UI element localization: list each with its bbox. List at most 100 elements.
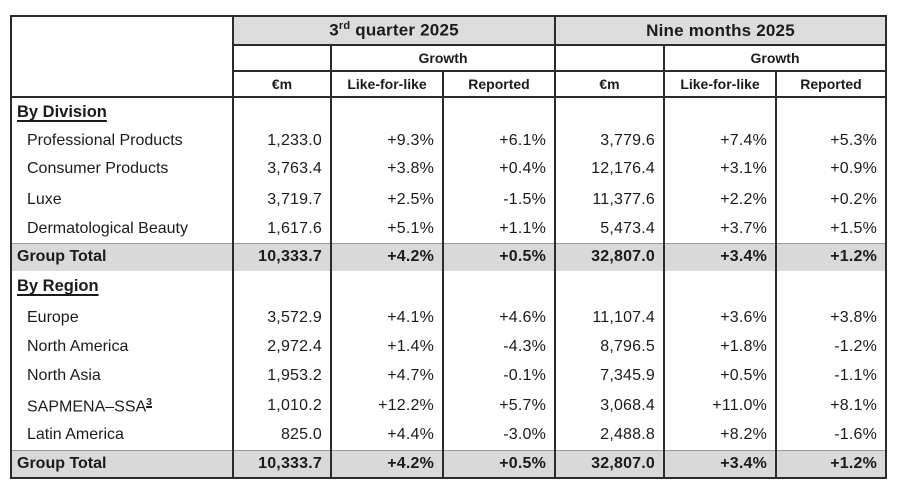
nm-lfl-value: +3.1% <box>663 154 777 184</box>
nm-reported-value: +1.5% <box>775 215 887 243</box>
q3-lfl-value: +4.1% <box>330 302 443 333</box>
section-title-by-division: By Division <box>11 97 233 127</box>
empty-cell <box>663 97 777 127</box>
q3-ordinal: rd <box>338 20 351 33</box>
period-header-row: 3rd quarter 2025 Nine months 2025 <box>11 16 887 98</box>
q3-reported-value: +1.1% <box>441 215 556 243</box>
nm-em-value: 3,068.4 <box>554 391 665 421</box>
column-header-row: €m Like-for-like Reported €m Like-for-li… <box>11 71 887 98</box>
nm-em-spacer-cell <box>554 45 665 72</box>
row-label: Luxe <box>27 190 62 208</box>
table-row-north-asia: North Asia 1,953.2 +4.7% -0.1% 7,345.9 +… <box>11 361 887 391</box>
nm-lfl-value: +1.8% <box>663 333 777 361</box>
nm-em-total: 32,807.0 <box>554 449 665 478</box>
q3-reported-value: +4.6% <box>441 302 556 333</box>
total-row-division: Group Total 10,333.7 +4.2% +0.5% 32,807.… <box>11 242 887 271</box>
q3-reported-total: +0.5% <box>441 242 556 271</box>
row-label: Professional Products <box>27 131 183 149</box>
growth-header-row: Growth Growth <box>11 45 887 72</box>
q3-growth-header: Growth <box>329 45 556 72</box>
empty-cell <box>232 271 331 302</box>
footnote-marker: 3 <box>146 395 152 408</box>
empty-cell <box>232 97 331 127</box>
nm-reported-value: +3.8% <box>775 302 887 333</box>
nm-em-value: 12,176.4 <box>554 154 665 184</box>
nm-em-value: 7,345.9 <box>554 361 665 391</box>
nm-em-value: 3,779.6 <box>554 127 665 154</box>
q3-rest: quarter 2025 <box>350 20 459 40</box>
nm-em-value: 8,796.5 <box>554 333 665 361</box>
q3-em-value: 825.0 <box>232 421 331 450</box>
row-label: North Asia <box>27 367 101 384</box>
q3-lfl-total: +4.2% <box>330 242 443 271</box>
row-label: North America <box>27 338 129 355</box>
nm-em-value: 2,488.8 <box>554 421 665 450</box>
q3-lfl-value: +5.1% <box>330 215 443 243</box>
nm-lfl-value: +3.6% <box>663 302 777 333</box>
nm-reported-value: +8.1% <box>775 391 887 421</box>
q3-reported-value: -0.1% <box>441 361 556 391</box>
q3-em-total: 10,333.7 <box>232 449 331 478</box>
nm-growth-header: Growth <box>663 45 887 72</box>
nm-lfl-value: +7.4% <box>663 127 777 154</box>
total-row-region: Group Total 10,333.7 +4.2% +0.5% 32,807.… <box>11 449 887 478</box>
q3-reported-value: +0.4% <box>441 154 556 184</box>
q3-lfl-value: +12.2% <box>330 391 443 421</box>
empty-cell <box>554 271 665 302</box>
nm-reported-value: -1.1% <box>775 361 887 391</box>
table-row-professional-products: Professional Products 1,233.0 +9.3% +6.1… <box>11 127 887 154</box>
empty-cell <box>775 271 887 302</box>
nm-reported-value: +0.2% <box>775 184 887 215</box>
q3-period-header: 3rd quarter 2025 <box>231 16 556 46</box>
section-row-division: By Division <box>11 97 887 127</box>
results-table: 3rd quarter 2025 Nine months 2025 Growth… <box>10 15 888 479</box>
q3-em-value: 3,763.4 <box>232 154 331 184</box>
empty-cell <box>775 97 887 127</box>
nm-em-total: 32,807.0 <box>554 242 665 271</box>
q3-reported-value: -4.3% <box>441 333 556 361</box>
table-row-europe: Europe 3,572.9 +4.1% +4.6% 11,107.4 +3.6… <box>11 302 887 333</box>
q3-em-value: 1,953.2 <box>232 361 331 391</box>
row-label: SAPMENA–SSA3 <box>11 391 233 421</box>
q3-lfl-value: +1.4% <box>330 333 443 361</box>
row-label: Consumer Products <box>27 160 169 177</box>
q3-em-value: 3,719.7 <box>232 184 331 215</box>
table-row-dermatological-beauty: Dermatological Beauty 1,617.6 +5.1% +1.1… <box>11 215 887 243</box>
nm-lfl-value: +3.7% <box>663 215 777 243</box>
q3-em-value: 1,617.6 <box>232 215 331 243</box>
total-label: Group Total <box>11 242 233 271</box>
table-row-consumer-products: Consumer Products 3,763.4 +3.8% +0.4% 12… <box>11 154 887 184</box>
section-row-region: By Region <box>11 271 887 302</box>
q3-lfl-total: +4.2% <box>330 449 443 478</box>
q3-reported-value: -1.5% <box>441 184 556 215</box>
q3-reported-total: +0.5% <box>441 449 556 478</box>
empty-cell <box>663 271 777 302</box>
q3-number: 3 <box>329 20 339 40</box>
nm-lfl-column-header: Like-for-like <box>663 71 777 98</box>
q3-em-value: 3,572.9 <box>232 302 331 333</box>
q3-reported-value: +5.7% <box>441 391 556 421</box>
q3-em-value: 1,233.0 <box>232 127 331 154</box>
q3-lfl-value: +2.5% <box>330 184 443 215</box>
table-row-luxe: Luxe 3,719.7 +2.5% -1.5% 11,377.6 +2.2% … <box>11 184 887 215</box>
nm-reported-column-header: Reported <box>775 71 887 98</box>
empty-cell <box>441 271 556 302</box>
nm-reported-value: -1.2% <box>775 333 887 361</box>
nm-em-column-header: €m <box>554 71 665 98</box>
q3-em-total: 10,333.7 <box>232 242 331 271</box>
nm-reported-total: +1.2% <box>775 449 887 478</box>
total-label: Group Total <box>11 449 233 478</box>
table-row-latin-america: Latin America 825.0 +4.4% -3.0% 2,488.8 … <box>11 421 887 450</box>
nm-em-value: 11,107.4 <box>554 302 665 333</box>
q3-em-value: 2,972.4 <box>232 333 331 361</box>
row-label: Europe <box>27 308 79 326</box>
q3-lfl-value: +9.3% <box>330 127 443 154</box>
nm-lfl-value: +8.2% <box>663 421 777 450</box>
q3-lfl-value: +4.4% <box>330 421 443 450</box>
section-title-text: By Division <box>17 103 107 121</box>
nm-reported-total: +1.2% <box>775 242 887 271</box>
corner-cell <box>11 16 233 98</box>
nine-months-period-header: Nine months 2025 <box>554 16 887 46</box>
section-title-by-region: By Region <box>11 271 233 302</box>
